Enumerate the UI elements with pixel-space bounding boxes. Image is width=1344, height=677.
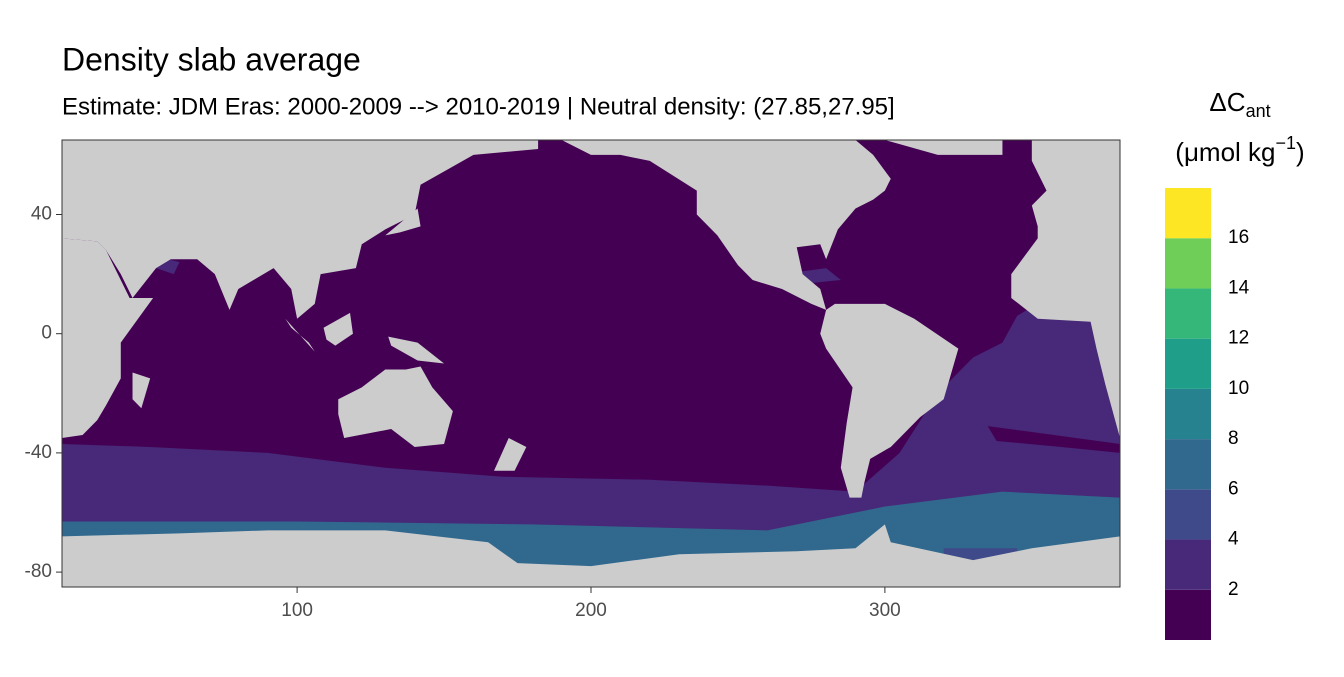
y-tick-label: 40 (31, 204, 52, 225)
chart-subtitle: Estimate: JDM Eras: 2000-2009 --> 2010-2… (62, 93, 895, 120)
land (884, 140, 1003, 155)
legend-label: 8 (1228, 428, 1239, 449)
land (820, 303, 959, 498)
land (494, 438, 527, 471)
legend-unit-open: (μmol kg (1175, 137, 1275, 167)
chart-title: Density slab average (62, 41, 361, 77)
x-tick-label: 200 (575, 600, 607, 621)
y-tick-label: 0 (41, 323, 52, 344)
land (1011, 140, 1120, 438)
legend-label: 2 (1228, 579, 1239, 600)
legend-label: 16 (1228, 227, 1249, 248)
ocean-zone (987, 426, 1120, 453)
y-tick-label: -80 (25, 561, 52, 582)
map-panel (62, 140, 1120, 587)
x-tick-label: 300 (869, 600, 901, 621)
legend-unit: (μmol kg−1) (1175, 133, 1304, 167)
legend-label: 6 (1228, 478, 1239, 499)
legend-title-sub: ant (1246, 101, 1271, 121)
legend-bin (1165, 489, 1211, 540)
legend-bin (1165, 238, 1211, 289)
land (62, 238, 154, 438)
legend-label: 12 (1228, 328, 1249, 349)
land (62, 140, 539, 319)
land (388, 336, 445, 364)
x-tick-label: 100 (281, 600, 313, 621)
land (285, 318, 315, 352)
legend-label: 4 (1228, 529, 1239, 550)
land (132, 372, 151, 409)
y-tick-label: -40 (25, 442, 52, 463)
land (561, 140, 891, 310)
legend-bin (1165, 388, 1211, 440)
legend-label: 14 (1228, 277, 1250, 298)
legend-bin (1165, 188, 1211, 239)
legend-title: ΔCant (1209, 87, 1270, 121)
land (62, 524, 1120, 587)
legend-bin (1165, 589, 1211, 640)
legend-unit-sup: −1 (1276, 133, 1297, 153)
land (323, 312, 353, 346)
legend-bin (1165, 338, 1211, 389)
legend-title-main: ΔC (1209, 87, 1245, 117)
land (385, 208, 421, 236)
legend-bin (1165, 288, 1211, 339)
legend-bin (1165, 439, 1211, 490)
legend-bin (1165, 539, 1211, 590)
land (338, 366, 453, 447)
legend-label: 10 (1228, 378, 1249, 399)
legend-unit-close: ) (1296, 137, 1305, 167)
